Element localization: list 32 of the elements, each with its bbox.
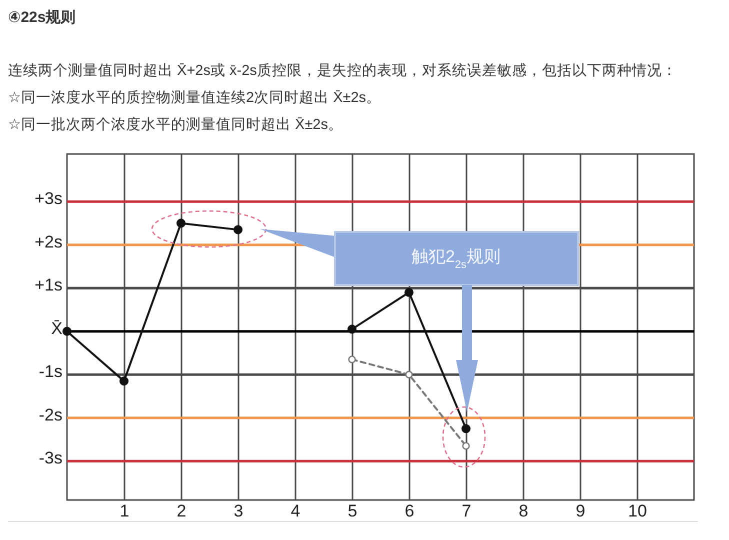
point [233,225,243,234]
point [462,442,470,450]
x-tick-label: 3 [234,502,244,520]
x-tick-label: 9 [576,502,586,520]
point [404,288,414,297]
y-tick-label: +2s [34,232,62,252]
x-tick-label: 5 [348,502,358,520]
point [119,376,129,386]
y-tick-label: -1s [38,362,62,382]
annotation: 触犯2$_{2s}$规则 [411,247,501,271]
x-tick-label: 4 [290,502,300,520]
y-tick-label: -3s [38,448,62,468]
y-tick-label: +1s [34,276,62,295]
point [62,326,72,336]
y-tick-label: X̄ [51,318,62,338]
point [348,356,356,364]
point [176,218,186,228]
text: ☆同一浓度水平的质控物测量值连续2次同时超出 X̄±2s。 [8,88,382,108]
x-tick-label: 6 [404,502,414,520]
y-tick-label: +3s [34,189,62,208]
text: ☆同一批次两个浓度水平的测量值同时超出 X̄±2s。 [8,116,343,135]
chart-subtitle: 连续两个测量值同时超出 X̄+2s或 x̄-2s质控限，是失控的表现，对系统误差敏感，包括以下两种情况： [8,62,677,81]
point [347,324,357,334]
x-tick-label: 8 [518,502,528,520]
chart-title: ④22s规则 [8,8,76,28]
y-tick-label: -2s [38,405,62,424]
x-tick-label: 10 [628,502,647,520]
point [405,370,413,378]
x-tick-label: 7 [462,502,472,520]
x-tick-label: 1 [120,502,130,520]
x-tick-label: 2 [176,502,186,520]
point [461,424,471,434]
